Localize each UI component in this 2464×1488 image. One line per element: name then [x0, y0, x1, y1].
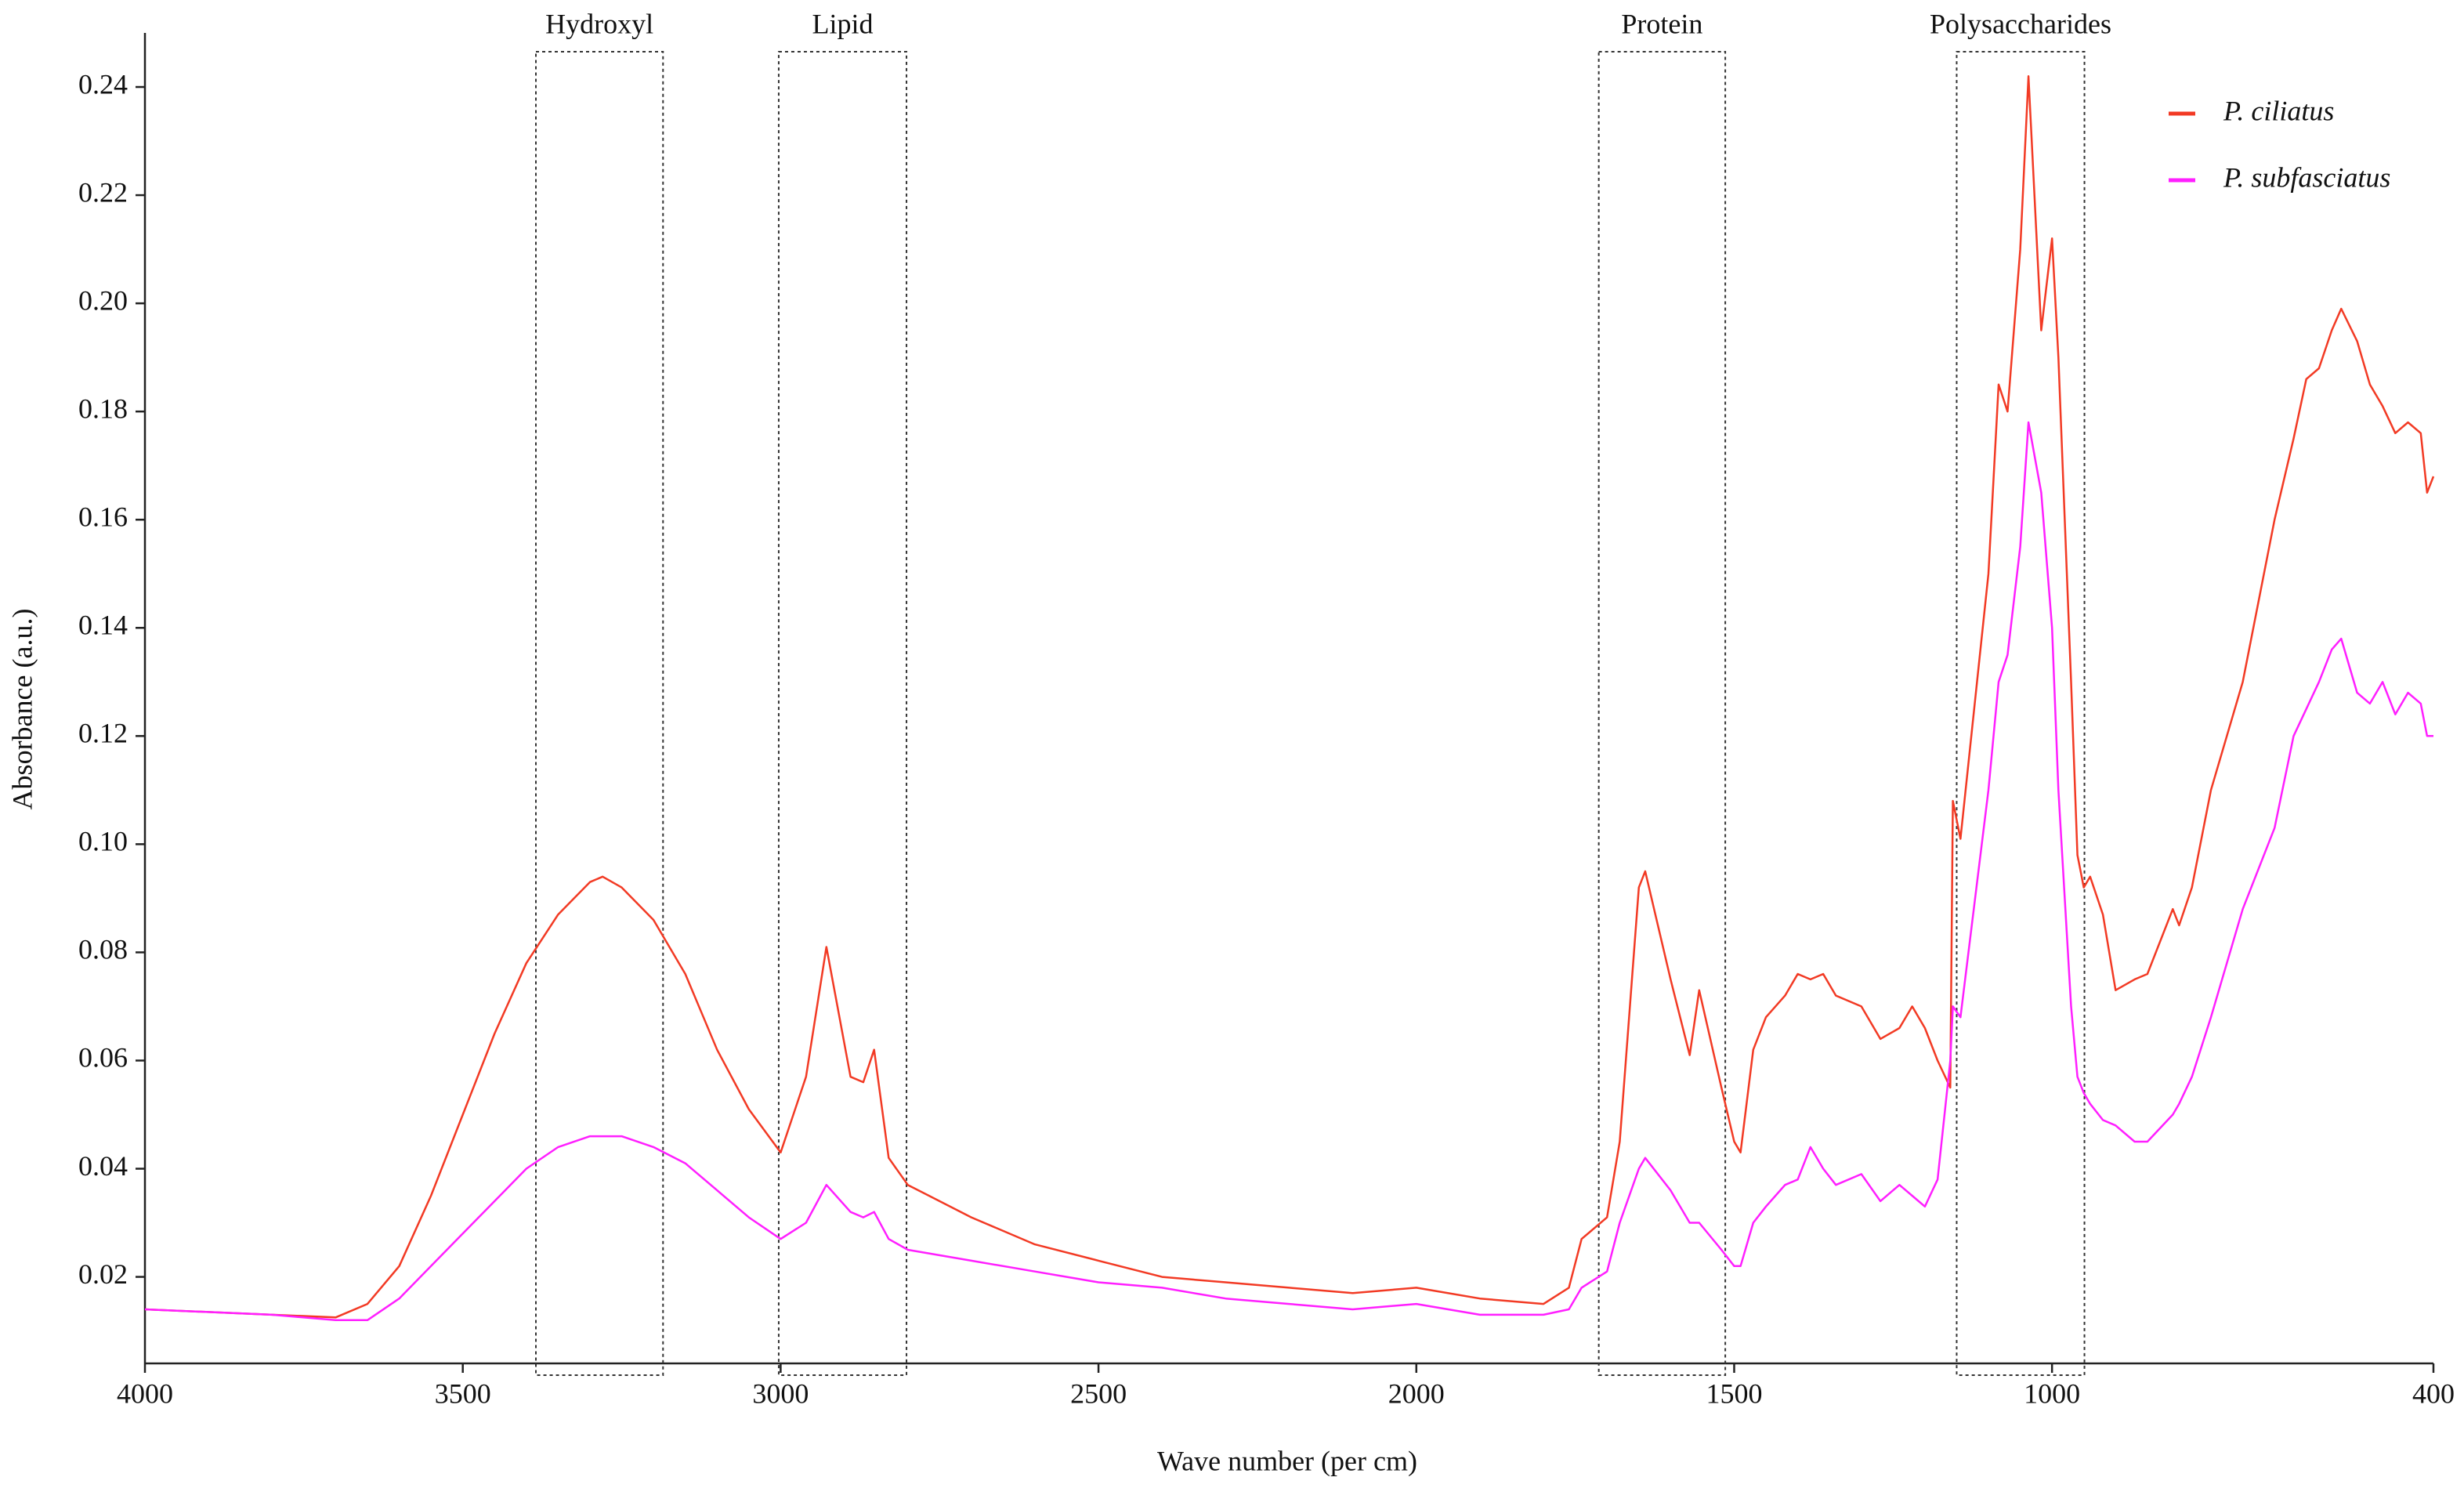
y-tick-label: 0.20 — [78, 284, 128, 316]
region-box — [1956, 51, 2086, 1376]
series-line — [144, 74, 2435, 1319]
x-tick-label: 3000 — [752, 1378, 809, 1409]
region-label: Polysaccharides — [1930, 8, 2111, 39]
y-tick-label: 0.14 — [78, 610, 128, 641]
y-tick-label: 0.04 — [78, 1150, 128, 1182]
x-tick-label: 1000 — [2024, 1378, 2080, 1409]
x-tick-label: 400 — [2412, 1378, 2455, 1409]
y-tick-label: 0.16 — [78, 501, 128, 532]
legend-label: P. ciliatus — [2223, 95, 2334, 126]
y-tick-label: 0.22 — [78, 176, 128, 208]
region-box — [777, 51, 908, 1376]
region-box — [535, 51, 664, 1376]
series-line — [144, 421, 2433, 1322]
y-axis-title: Absorbance (a.u.) — [6, 609, 38, 810]
x-tick-label: 2000 — [1388, 1378, 1445, 1409]
x-tick-label: 1500 — [1706, 1378, 1762, 1409]
x-axis-title: Wave number (per cm) — [1157, 1445, 1417, 1476]
y-tick-label: 0.12 — [78, 718, 128, 749]
y-tick-label: 0.18 — [78, 393, 128, 424]
region-box — [1597, 51, 1727, 1376]
legend-label: P. subfasciatus — [2223, 161, 2390, 193]
x-tick-label: 3500 — [435, 1378, 491, 1409]
x-tick-label: 4000 — [117, 1378, 173, 1409]
x-tick-label: 2500 — [1070, 1378, 1127, 1409]
y-tick-label: 0.02 — [78, 1258, 128, 1290]
region-label: Hydroxyl — [545, 8, 653, 39]
region-label: Protein — [1621, 8, 1702, 39]
y-tick-label: 0.08 — [78, 934, 128, 965]
region-label: Lipid — [812, 8, 873, 39]
y-tick-label: 0.24 — [78, 68, 128, 100]
y-tick-label: 0.06 — [78, 1042, 128, 1073]
y-tick-label: 0.10 — [78, 826, 128, 857]
